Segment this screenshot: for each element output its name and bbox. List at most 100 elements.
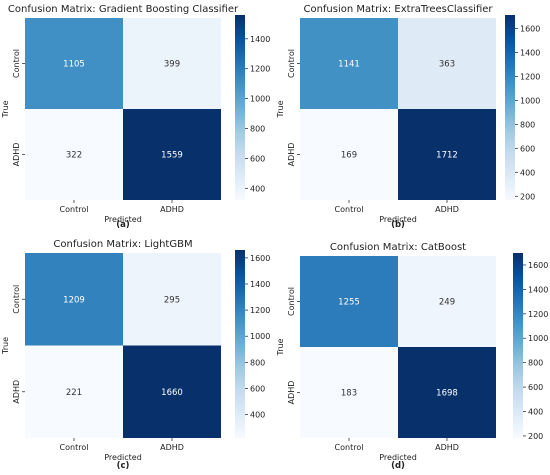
heatmap-panel: Confusion Matrix: CatBoost 1255 249 183 1698… [276, 242, 548, 471]
colorbar-tick-label: 1200 [250, 306, 270, 315]
chart-title: Confusion Matrix: Gradient Boosting Clas… [8, 4, 239, 15]
colorbar-tick-label: 1600 [250, 254, 270, 263]
colorbar-tick-label: 400 [520, 168, 535, 177]
colorbar [513, 253, 523, 438]
colorbar [235, 15, 245, 200]
heatmap-cell [300, 109, 398, 200]
colorbar-tick-label: 600 [528, 383, 543, 392]
x-tick-label: ADHD [160, 443, 184, 452]
colorbar-tick-label: 1600 [528, 261, 548, 270]
panel-label: (d) [391, 461, 405, 471]
colorbar-tick-label: 800 [528, 359, 543, 368]
x-tick-label: Control [60, 205, 89, 214]
x-tick-label: Control [335, 205, 364, 214]
x-tick-label: ADHD [160, 205, 184, 214]
heatmap-cell [123, 109, 221, 200]
cell-value-label: 169 [341, 151, 357, 161]
cell-value-label: 1660 [161, 388, 183, 398]
heatmap-panel: Confusion Matrix: Gradient Boosting Clas… [1, 4, 270, 230]
colorbar-tick-label: 1200 [250, 65, 270, 74]
y-axis-label: True [276, 338, 285, 356]
y-tick-label: Control [287, 287, 296, 316]
colorbar-tick-label: 1200 [528, 310, 548, 319]
heatmap-cell [300, 18, 398, 109]
colorbar-tick-label: 200 [520, 192, 535, 201]
cell-value-label: 1712 [436, 151, 458, 161]
y-axis-label: True [1, 337, 10, 355]
colorbar-tick-label: 800 [250, 125, 265, 134]
colorbar-tick-label: 400 [528, 408, 543, 417]
cell-value-label: 295 [164, 295, 180, 305]
heatmap-cell [25, 18, 123, 109]
colorbar-tick-label: 200 [528, 432, 543, 441]
cell-value-label: 322 [66, 151, 82, 161]
colorbar-tick-label: 1200 [520, 72, 540, 81]
x-axis-label: Predicted [379, 215, 417, 224]
heatmap-cell [123, 253, 221, 346]
y-tick-label: Control [287, 49, 296, 78]
cell-value-label: 221 [66, 388, 82, 398]
heatmap-cell [398, 347, 496, 438]
colorbar-tick-label: 600 [250, 154, 265, 163]
cell-value-label: 1105 [63, 60, 85, 70]
panel-label: (c) [117, 461, 130, 471]
x-tick-label: Control [60, 443, 89, 452]
y-tick-label: ADHD [12, 380, 21, 404]
heatmap-cell [25, 109, 123, 200]
y-tick-label: Control [12, 49, 21, 78]
colorbar-tick-label: 1000 [528, 334, 548, 343]
heatmap-panel: Confusion Matrix: LightGBM 1209 295 221 1660… [1, 239, 270, 471]
x-axis-label: Predicted [379, 453, 417, 462]
cell-value-label: 1559 [161, 151, 183, 161]
colorbar-tick-label: 800 [250, 358, 265, 367]
heatmap-cell [398, 18, 496, 109]
colorbar [505, 15, 515, 200]
colorbar-tick-label: 1400 [250, 280, 270, 289]
heatmap-cell [398, 109, 496, 200]
y-axis-label: True [1, 100, 10, 118]
colorbar-tick-label: 1000 [250, 332, 270, 341]
y-tick-label: Control [12, 285, 21, 314]
cell-value-label: 399 [164, 60, 180, 70]
x-axis-label: Predicted [104, 215, 142, 224]
panel-label: (b) [391, 220, 405, 230]
colorbar-tick-label: 400 [250, 411, 265, 420]
chart-title: Confusion Matrix: ExtraTreesClassifier [303, 4, 493, 15]
chart-title: Confusion Matrix: CatBoost [330, 242, 466, 253]
heatmap-cell [398, 256, 496, 347]
cell-value-label: 1698 [436, 389, 458, 399]
cell-value-label: 1209 [63, 295, 85, 305]
colorbar-tick-label: 600 [520, 144, 535, 153]
y-tick-label: ADHD [287, 143, 296, 167]
heatmap-cell [123, 18, 221, 109]
x-tick-label: ADHD [435, 443, 459, 452]
heatmap-cell [123, 345, 221, 438]
cell-value-label: 249 [439, 298, 455, 308]
heatmap-cell [25, 345, 123, 438]
colorbar-tick-label: 400 [250, 184, 265, 193]
colorbar-tick-label: 1000 [520, 96, 540, 105]
y-axis-label: True [276, 100, 285, 118]
colorbar-tick-label: 800 [520, 120, 535, 129]
cell-value-label: 363 [439, 60, 455, 70]
heatmap-cell [300, 256, 398, 347]
x-axis-label: Predicted [104, 453, 142, 462]
colorbar-tick-label: 1000 [250, 95, 270, 104]
x-tick-label: Control [335, 443, 364, 452]
colorbar-tick-label: 1400 [520, 48, 540, 57]
panel-label: (a) [116, 220, 130, 230]
heatmap-panel: Confusion Matrix: ExtraTreesClassifier 11… [276, 4, 540, 230]
colorbar-tick-label: 1400 [528, 285, 548, 294]
cell-value-label: 183 [341, 389, 357, 399]
colorbar [235, 250, 245, 438]
cell-value-label: 1141 [338, 60, 360, 70]
cell-value-label: 1255 [338, 298, 360, 308]
heatmap-cell [25, 253, 123, 346]
x-tick-label: ADHD [435, 205, 459, 214]
y-tick-label: ADHD [12, 143, 21, 167]
colorbar-tick-label: 1600 [520, 24, 540, 33]
y-tick-label: ADHD [287, 381, 296, 405]
colorbar-tick-label: 600 [250, 384, 265, 393]
heatmap-cell [300, 347, 398, 438]
